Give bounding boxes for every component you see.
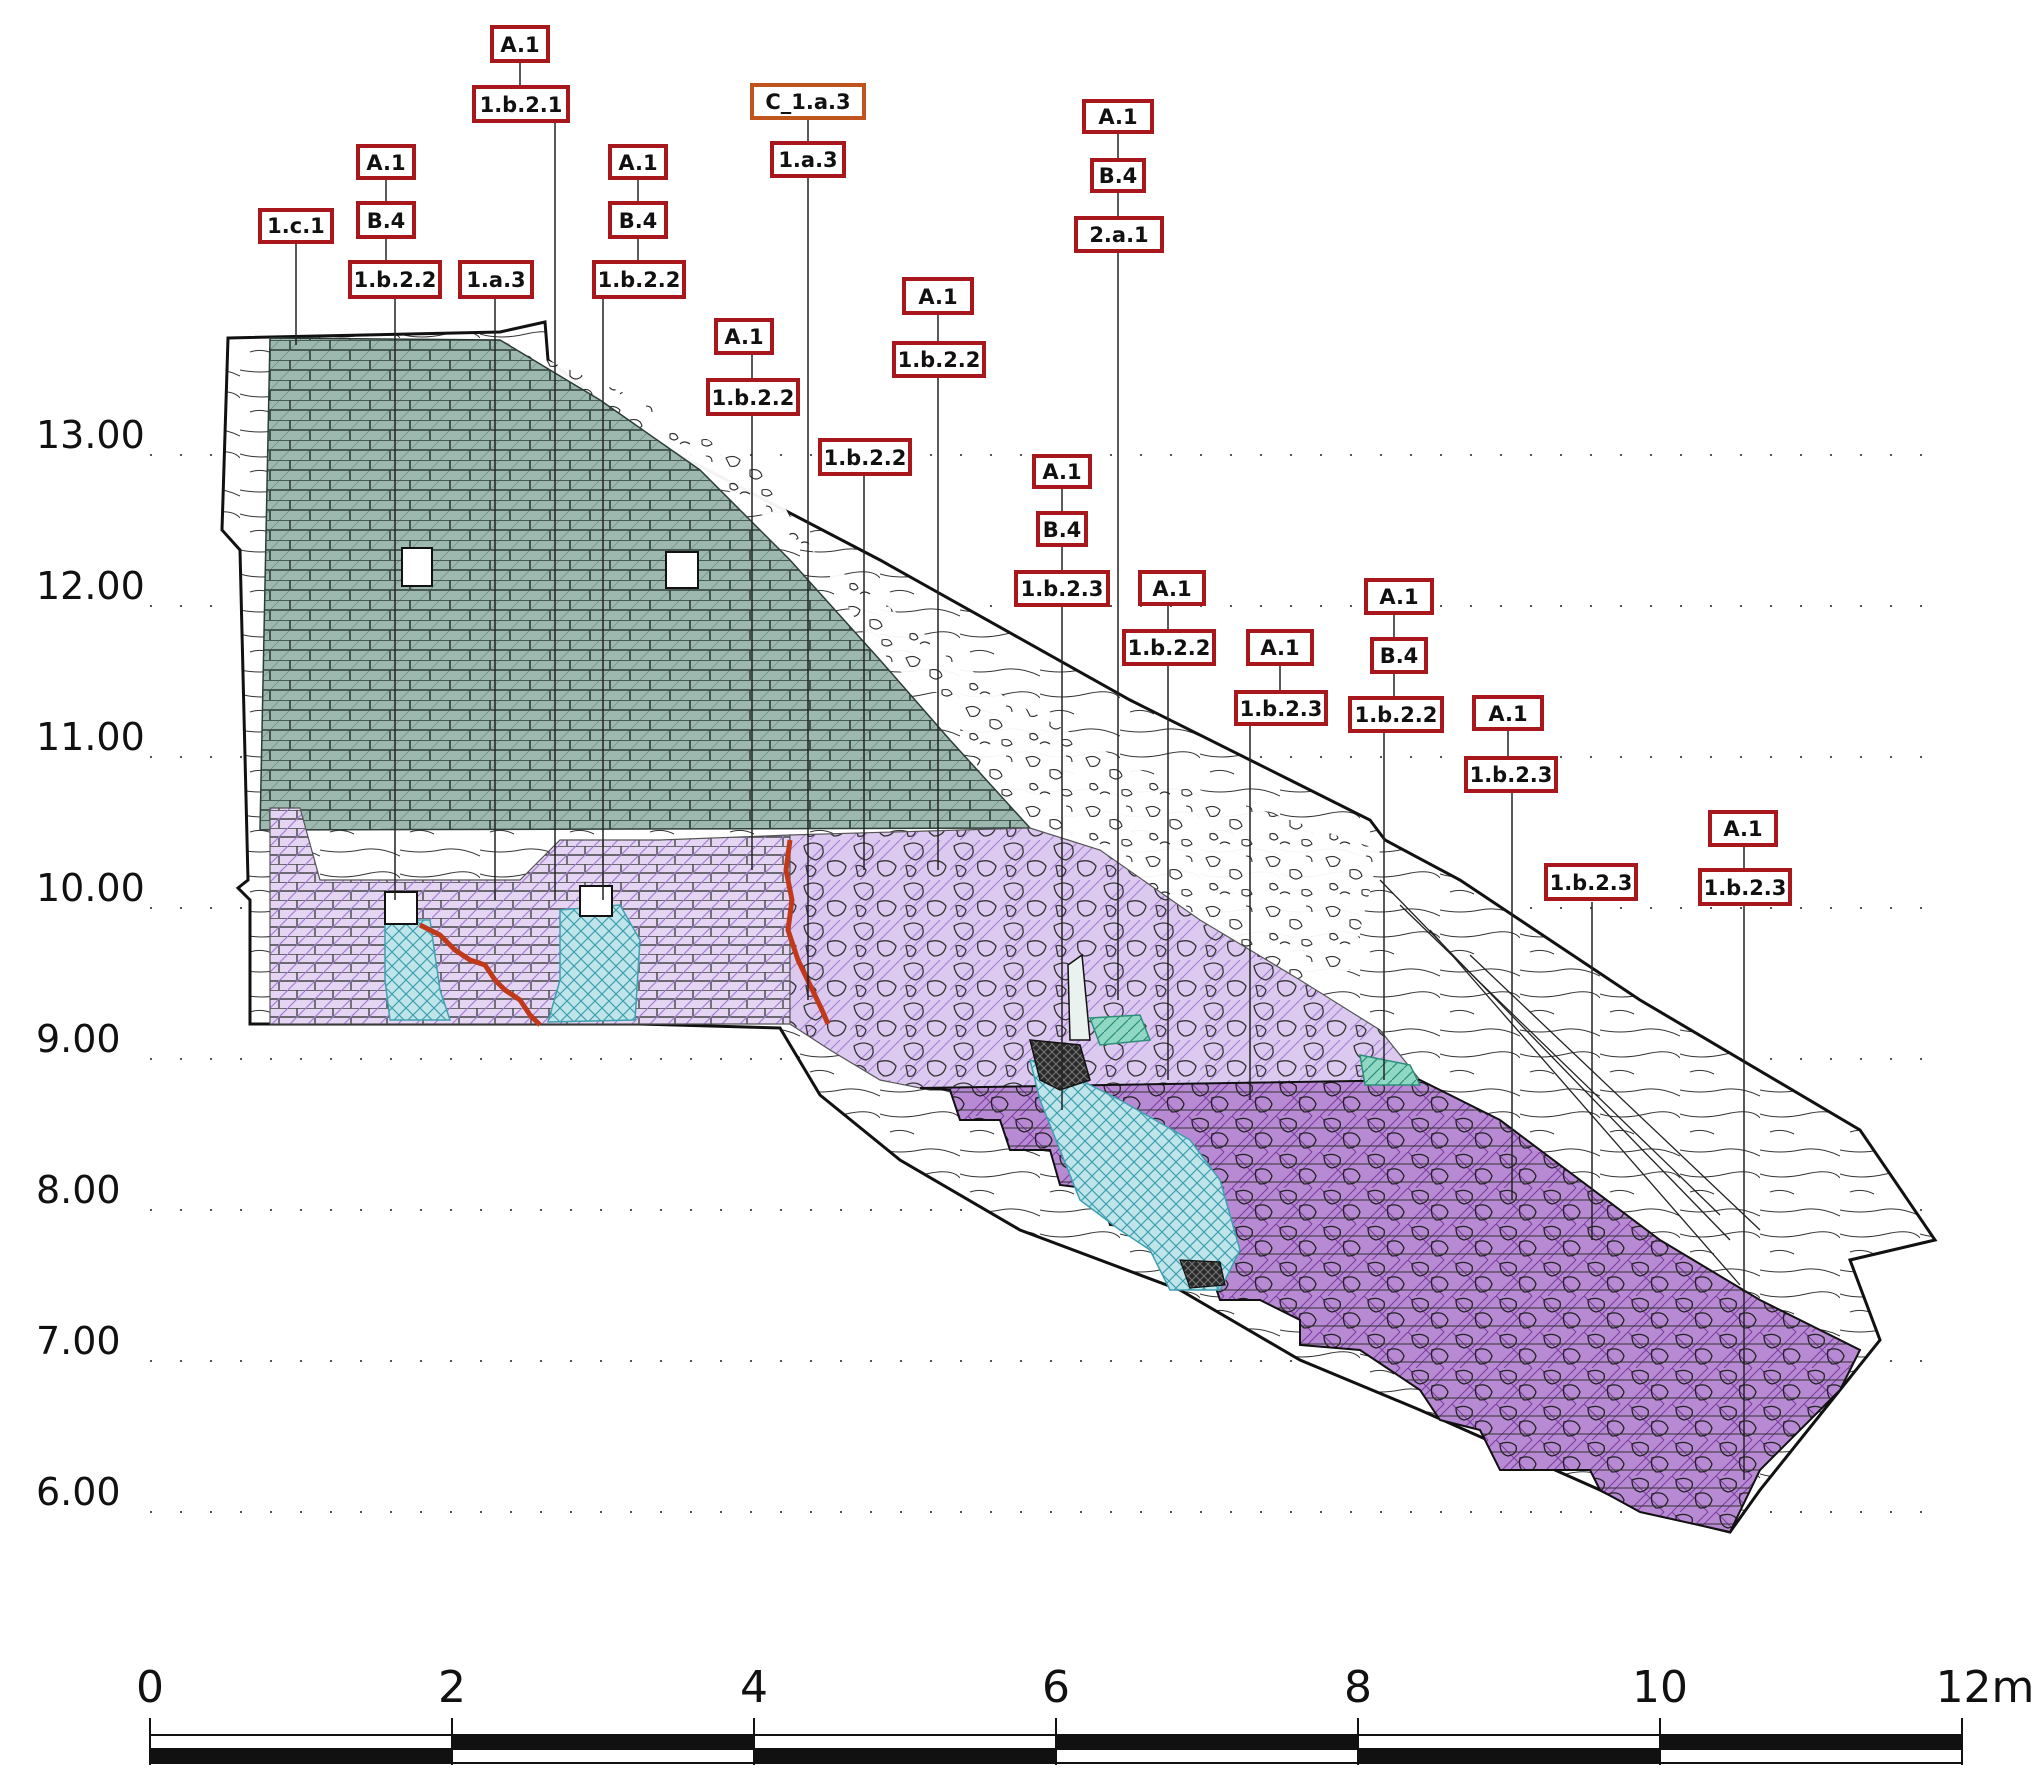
lilac-stone-masonry <box>789 827 1422 1091</box>
tag-label: 1.b.2.2 <box>712 386 795 410</box>
tag-label: A.1 <box>618 151 657 175</box>
tag-label: A.1 <box>724 325 763 349</box>
elevation-label: 7.00 <box>36 1319 121 1363</box>
elevation-label: 6.00 <box>36 1470 121 1514</box>
scale-label: 12m <box>1936 1662 2035 1713</box>
tag-label: A.1 <box>500 33 539 57</box>
tag-label: 1.c.1 <box>267 214 325 238</box>
cyan-infill <box>546 904 641 1023</box>
teal-patch <box>1359 1054 1422 1086</box>
tag-label: A.1 <box>1098 105 1137 129</box>
wall-elevation <box>220 320 1938 1534</box>
putlog-hole <box>401 547 433 587</box>
green-brick-masonry <box>259 337 1032 831</box>
dark-patch <box>1029 1039 1091 1091</box>
cyan-infill <box>1028 1058 1241 1291</box>
elevation-label: 12.00 <box>36 564 145 608</box>
tag-label: A.1 <box>1723 817 1762 841</box>
elevation-label: 13.00 <box>36 413 145 457</box>
dark-patch <box>1179 1259 1226 1289</box>
scale-label: 2 <box>438 1662 466 1713</box>
cyan-infill <box>384 919 452 1021</box>
crack-line <box>783 839 831 1025</box>
scale-label: 10 <box>1632 1662 1688 1713</box>
scale-bar: 0 2 4 6 8 10 12m <box>136 1662 2034 1765</box>
wall-niche <box>384 891 418 925</box>
elevation-label: 8.00 <box>36 1168 121 1212</box>
tag-label: A.1 <box>1488 702 1527 726</box>
teal-patch <box>1088 1014 1152 1046</box>
tag-label: B.4 <box>1099 164 1138 188</box>
tag-label: A.1 <box>918 285 957 309</box>
tag-label: 1.b.2.2 <box>824 446 907 470</box>
tag-label: C_1.a.3 <box>765 90 850 114</box>
scale-label: 4 <box>740 1662 768 1713</box>
tag-label: 1.b.2.3 <box>1021 577 1104 601</box>
tag-label: A.1 <box>1260 636 1299 660</box>
scale-label: 8 <box>1344 1662 1372 1713</box>
tag-label: 1.b.2.2 <box>898 348 981 372</box>
tag-leader-lines <box>295 61 1745 1480</box>
tag-label: 1.b.2.2 <box>598 268 681 292</box>
rubble-sketch-zone <box>500 340 1380 1010</box>
tag-label: 1.b.2.1 <box>480 93 563 117</box>
crack-line <box>418 922 542 1027</box>
tag-label: B.4 <box>1380 644 1419 668</box>
tag-label: 1.b.2.2 <box>1128 636 1211 660</box>
tag-label: B.4 <box>619 209 658 233</box>
tag-label: 1.a.3 <box>778 148 837 172</box>
elevation-label: 11.00 <box>36 715 145 759</box>
tag-label: 1.b.2.2 <box>1355 703 1438 727</box>
tag-label: 1.a.3 <box>466 268 525 292</box>
tag-label: A.1 <box>366 151 405 175</box>
tag-label: 1.b.2.3 <box>1470 763 1553 787</box>
tag-label: B.4 <box>1043 518 1082 542</box>
tag-label: A.1 <box>1152 577 1191 601</box>
tag-label: B.4 <box>367 209 406 233</box>
wall-niche <box>579 885 613 917</box>
tag-label: 1.b.2.3 <box>1550 871 1633 895</box>
unit-tags: 1.c.1 A.1 B.4 1.b.2.2 1.a.3 A.1 1.b.2.1 … <box>258 25 1792 906</box>
survey-lines <box>1379 879 1761 1286</box>
tag-label: 1.b.2.3 <box>1240 697 1323 721</box>
elevation-label: 10.00 <box>36 866 145 910</box>
tag-label: A.1 <box>1042 460 1081 484</box>
tag-label: 1.b.2.2 <box>354 268 437 292</box>
elevation-axis: 13.00 12.00 11.00 10.00 9.00 8.00 7.00 6… <box>36 413 145 1514</box>
tag-label: 2.a.1 <box>1089 223 1148 247</box>
elevation-label: 9.00 <box>36 1017 121 1061</box>
tag-label: A.1 <box>1379 585 1418 609</box>
putlog-hole <box>665 551 699 589</box>
scale-label: 0 <box>136 1662 164 1713</box>
tag-label: 1.b.2.3 <box>1704 876 1787 900</box>
wall-niche <box>1067 953 1091 1041</box>
scale-label: 6 <box>1042 1662 1070 1713</box>
